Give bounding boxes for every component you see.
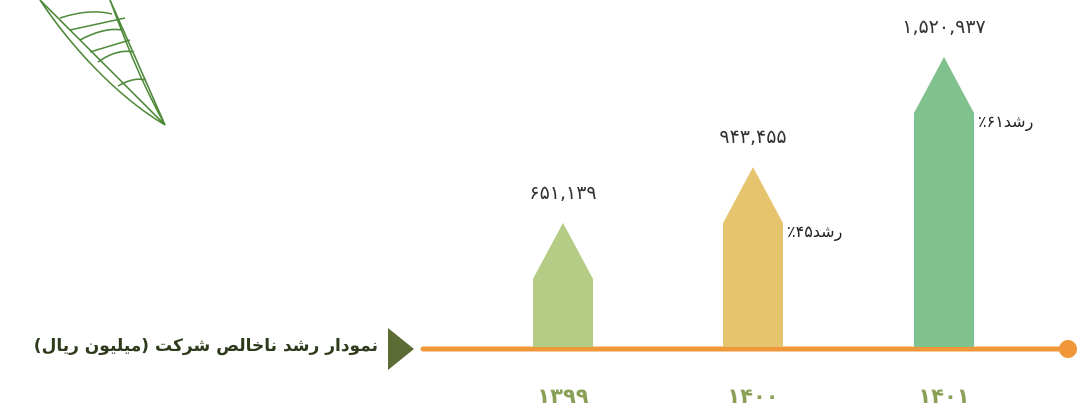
bar-2	[723, 167, 783, 347]
value-label-1: ۶۵۱,۱۳۹	[529, 182, 596, 204]
category-label-1: ۱۳۹۹	[537, 384, 588, 406]
growth-label-2: ٪۴۵رشد	[787, 222, 842, 242]
growth-label-3: ٪۶۱رشد	[978, 112, 1033, 132]
axis-end-dot	[1059, 340, 1077, 358]
chart-title: نمودار رشد ناخالص شرکت (میلیون ریال)	[33, 336, 378, 356]
category-label-3: ۱۴۰۱	[918, 384, 969, 406]
category-label-2: ۱۴۰۰	[727, 384, 778, 406]
value-label-2: ۹۴۳,۴۵۵	[719, 126, 786, 148]
value-label-3: ۱,۵۲۰,۹۳۷	[902, 16, 986, 38]
bar-3	[914, 57, 974, 347]
leaf-decoration	[39, 0, 166, 126]
title-arrow-icon	[388, 328, 414, 370]
bar-1	[533, 222, 593, 347]
